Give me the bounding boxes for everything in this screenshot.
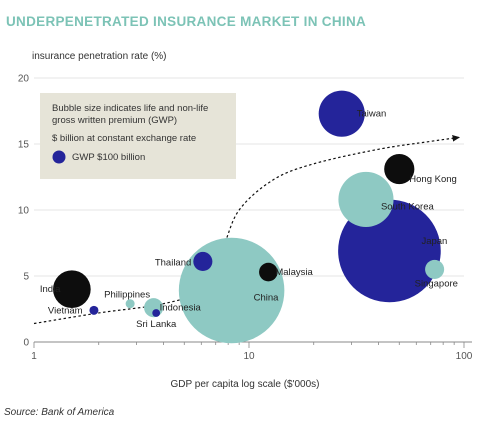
label-indonesia: Indonesia bbox=[160, 303, 202, 314]
trend-line bbox=[33, 134, 461, 325]
bubbles bbox=[53, 90, 445, 344]
axes: 0 5 10 15 20 1 10 100 bbox=[18, 74, 473, 363]
legend-reference-bubble bbox=[52, 150, 66, 164]
bubble-south-korea bbox=[338, 171, 394, 227]
label-vietnam: Vietnam bbox=[48, 305, 83, 316]
bubble-singapore bbox=[425, 259, 445, 279]
label-philippines: Philippines bbox=[104, 290, 150, 301]
label-singapore: Singapore bbox=[415, 278, 458, 289]
bubble-taiwan bbox=[318, 90, 365, 137]
bubble-malaysia bbox=[259, 262, 278, 282]
legend-box: Bubble size indicates life and non-life … bbox=[40, 93, 236, 179]
label-india: India bbox=[40, 284, 61, 295]
chart-title: UNDERPENETRATED INSURANCE MARKET IN CHIN… bbox=[6, 14, 367, 29]
bubble-thailand bbox=[193, 251, 213, 272]
legend-background bbox=[40, 93, 236, 179]
y-tick-label-10: 10 bbox=[18, 206, 30, 217]
label-hong-kong: Hong Kong bbox=[409, 174, 457, 185]
bubble-vietnam bbox=[89, 305, 99, 315]
x-tick-label-10: 10 bbox=[243, 351, 255, 362]
legend-line-1: Bubble size indicates life and non-life bbox=[52, 103, 208, 114]
y-axis-label: insurance penetration rate (%) bbox=[32, 51, 167, 62]
bubble-sri-lanka bbox=[152, 309, 161, 317]
bubble-philippines bbox=[125, 299, 135, 309]
trend-layer bbox=[33, 134, 461, 325]
bubble-labels: India Vietnam Philippines Indonesia Sri Lank… bbox=[40, 109, 458, 330]
label-taiwan: Taiwan bbox=[357, 109, 387, 120]
x-tick-label-100: 100 bbox=[456, 351, 473, 362]
label-china: China bbox=[254, 293, 280, 304]
bubble-india bbox=[53, 270, 91, 309]
y-tick-label-20: 20 bbox=[18, 74, 30, 85]
legend-line-2: gross written premium (GWP) bbox=[52, 115, 177, 126]
legend-reference-label: GWP $100 billion bbox=[72, 152, 145, 163]
y-tick-label-5: 5 bbox=[23, 272, 29, 283]
x-axis-label: GDP per capita log scale ($'000s) bbox=[170, 379, 320, 390]
bubble-hong-kong bbox=[384, 153, 415, 185]
y-tick-label-15: 15 bbox=[18, 140, 30, 151]
bubble-china bbox=[178, 237, 285, 344]
x-tick-label-1: 1 bbox=[31, 351, 37, 362]
label-thailand: Thailand bbox=[155, 257, 191, 268]
label-japan: Japan bbox=[421, 236, 447, 247]
legend-unit: $ billion at constant exchange rate bbox=[52, 133, 196, 144]
y-tick-label-0: 0 bbox=[23, 338, 29, 349]
label-sri-lanka: Sri Lanka bbox=[136, 319, 177, 330]
source-note: Source: Bank of America bbox=[4, 407, 115, 418]
label-south-korea: South Korea bbox=[381, 201, 435, 212]
label-malaysia: Malaysia bbox=[275, 267, 313, 278]
